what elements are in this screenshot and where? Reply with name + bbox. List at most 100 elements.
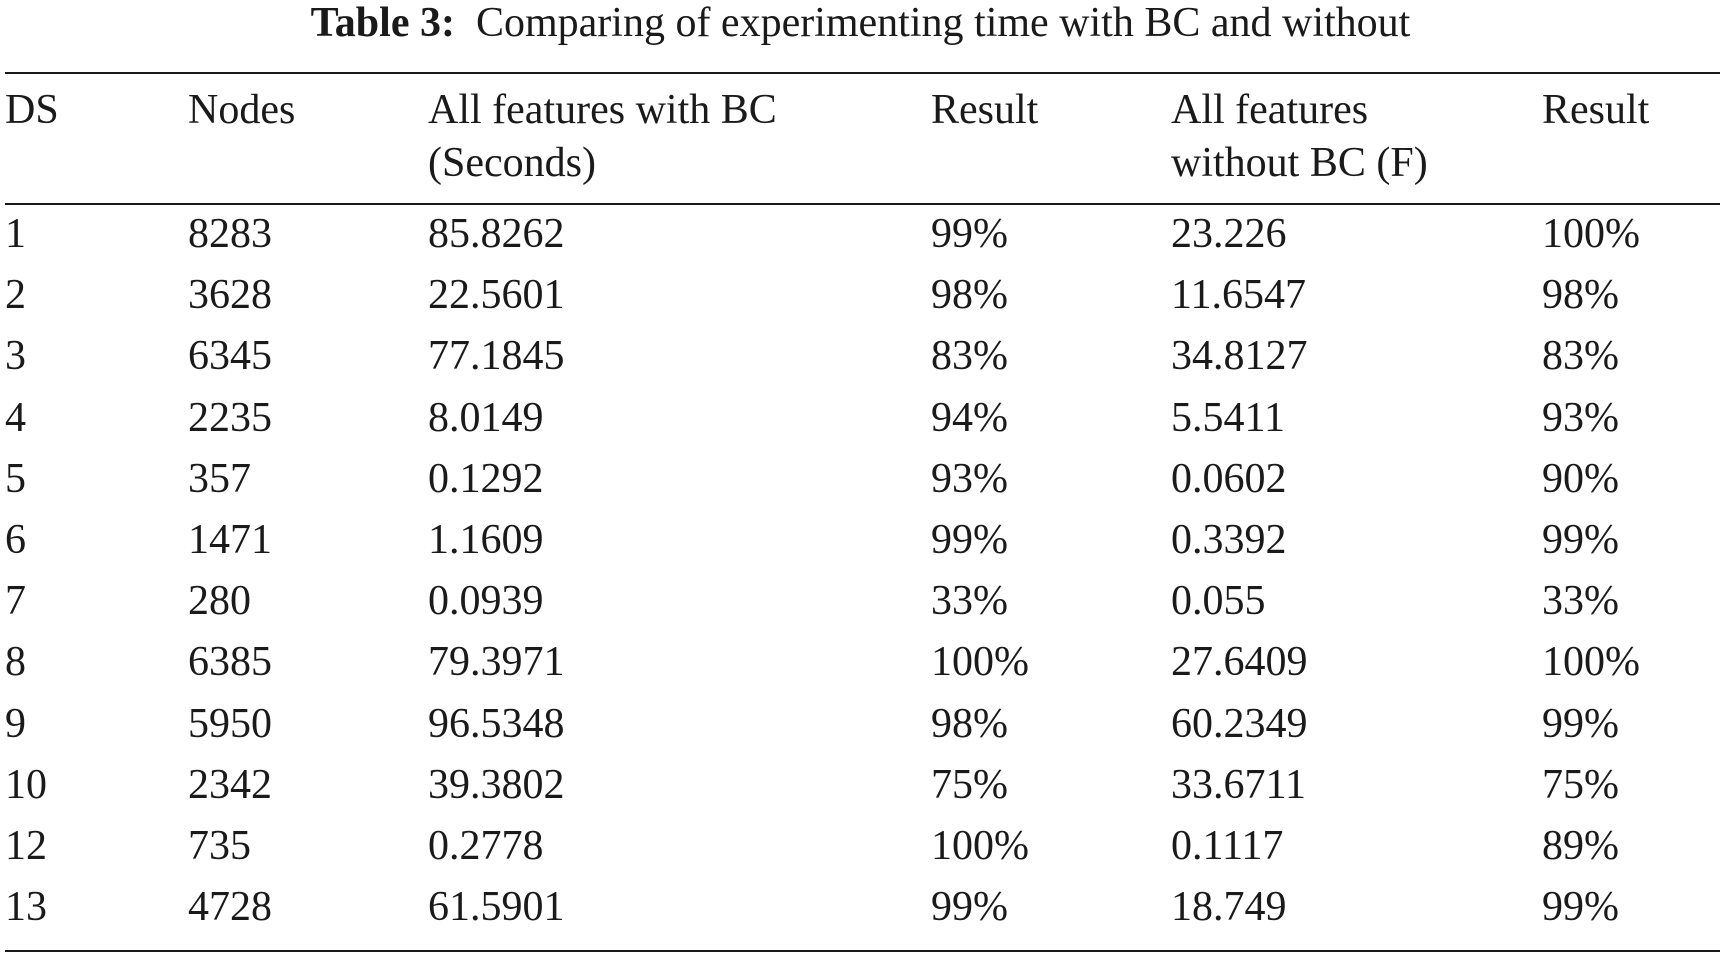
cell-ds: 6 (5, 517, 26, 564)
cell-time-without-bc: 11.6547 (1171, 272, 1306, 319)
cell-ds: 10 (5, 761, 47, 808)
cell-result-without-bc: 83% (1542, 333, 1619, 380)
cell-nodes: 8283 (188, 211, 272, 257)
cell-ds: 12 (5, 823, 47, 870)
table-top-rule (5, 72, 1720, 74)
cell-result-without-bc: 90% (1542, 455, 1619, 502)
cell-time-without-bc: 23.226 (1171, 211, 1287, 257)
table-row: 3 6345 77.1845 83% 34.8127 83% (5, 326, 1720, 387)
cell-result-without-bc: 93% (1542, 394, 1619, 441)
column-header-line: DS (5, 87, 59, 133)
column-header-line: Result (1542, 87, 1650, 133)
cell-time-without-bc: 0.3392 (1171, 517, 1287, 564)
cell-result-with-bc: 100% (931, 823, 1029, 870)
column-header-ds: DS (5, 74, 188, 203)
cell-time-with-bc: 0.2778 (428, 823, 544, 870)
column-header-line: All features with BC (428, 87, 777, 133)
cell-result-with-bc: 33% (931, 578, 1008, 625)
cell-time-without-bc: 27.6409 (1171, 639, 1308, 686)
cell-time-without-bc: 34.8127 (1171, 333, 1308, 380)
table-row: 4 2235 8.0149 94% 5.5411 93% (5, 388, 1720, 449)
cell-nodes: 6385 (188, 639, 272, 686)
cell-result-without-bc: 99% (1542, 884, 1619, 931)
table-header-rule (5, 203, 1720, 205)
column-header-without-bc: All features without BC (F) (1171, 74, 1542, 203)
cell-result-with-bc: 98% (931, 272, 1008, 319)
column-header-result-with-bc: Result (931, 74, 1171, 203)
cell-time-without-bc: 33.6711 (1171, 761, 1306, 808)
cell-time-without-bc: 0.0602 (1171, 455, 1287, 502)
cell-time-with-bc: 22.5601 (428, 272, 565, 319)
cell-result-without-bc: 75% (1542, 761, 1619, 808)
cell-ds: 2 (5, 272, 26, 319)
cell-time-with-bc: 1.1609 (428, 517, 544, 564)
cell-result-with-bc: 75% (931, 761, 1008, 808)
cell-result-with-bc: 99% (931, 884, 1008, 931)
cell-nodes: 5950 (188, 700, 272, 747)
cell-time-with-bc: 8.0149 (428, 394, 544, 441)
cell-time-with-bc: 0.0939 (428, 578, 544, 625)
cell-ds: 4 (5, 394, 26, 441)
results-table: DS Nodes All features with BC (Seconds) R… (5, 74, 1720, 938)
cell-nodes: 735 (188, 823, 251, 870)
table-row: 7 280 0.0939 33% 0.055 33% (5, 571, 1720, 632)
header-row: DS Nodes All features with BC (Seconds) R… (5, 74, 1720, 203)
table-row: 13 4728 61.5901 99% 18.749 99% (5, 877, 1720, 938)
cell-result-with-bc: 98% (931, 700, 1008, 747)
table-body: 1 8283 85.8262 99% 23.226 100% 2 3628 22… (5, 203, 1720, 938)
cell-time-with-bc: 79.3971 (428, 639, 565, 686)
column-header-line: without BC (F) (1171, 140, 1428, 186)
cell-time-with-bc: 85.8262 (428, 211, 565, 257)
cell-ds: 5 (5, 455, 26, 502)
cell-ds: 7 (5, 578, 26, 625)
column-header-with-bc: All features with BC (Seconds) (428, 74, 931, 203)
cell-result-without-bc: 33% (1542, 578, 1619, 625)
column-header-line: (Seconds) (428, 140, 596, 186)
cell-nodes: 1471 (188, 517, 272, 564)
table-row: 12 735 0.2778 100% 0.1117 89% (5, 816, 1720, 877)
table-caption-label: Table 3: (310, 0, 455, 46)
table-row: 1 8283 85.8262 99% 23.226 100% (5, 203, 1720, 265)
cell-ds: 8 (5, 639, 26, 686)
cell-result-without-bc: 99% (1542, 517, 1619, 564)
table-bottom-rule (5, 950, 1720, 952)
cell-result-with-bc: 83% (931, 333, 1008, 380)
cell-nodes: 2235 (188, 394, 272, 441)
cell-result-without-bc: 99% (1542, 700, 1619, 747)
cell-time-with-bc: 77.1845 (428, 333, 565, 380)
cell-nodes: 6345 (188, 333, 272, 380)
table-row: 6 1471 1.1609 99% 0.3392 99% (5, 510, 1720, 571)
table-row: 2 3628 22.5601 98% 11.6547 98% (5, 265, 1720, 326)
cell-ds: 13 (5, 884, 47, 931)
cell-time-without-bc: 60.2349 (1171, 700, 1308, 747)
column-header-nodes: Nodes (188, 74, 428, 203)
cell-result-with-bc: 100% (931, 639, 1029, 686)
cell-nodes: 357 (188, 455, 251, 502)
cell-time-without-bc: 0.055 (1171, 578, 1266, 625)
cell-result-without-bc: 89% (1542, 823, 1619, 870)
cell-nodes: 2342 (188, 761, 272, 808)
cell-ds: 1 (5, 211, 26, 257)
column-header-line: All features (1171, 87, 1369, 133)
table-row: 5 357 0.1292 93% 0.0602 90% (5, 449, 1720, 510)
cell-result-without-bc: 100% (1542, 211, 1640, 257)
cell-result-without-bc: 100% (1542, 639, 1640, 686)
cell-result-without-bc: 98% (1542, 272, 1619, 319)
cell-result-with-bc: 93% (931, 455, 1008, 502)
cell-nodes: 3628 (188, 272, 272, 319)
cell-nodes: 4728 (188, 884, 272, 931)
column-header-line: Nodes (188, 87, 296, 133)
table-caption: Table 3: Comparing of experimenting time… (0, 0, 1721, 62)
cell-time-with-bc: 0.1292 (428, 455, 544, 502)
table-row: 10 2342 39.3802 75% 33.6711 75% (5, 755, 1720, 816)
column-header-line: Result (931, 87, 1039, 133)
table-caption-text: Comparing of experimenting time with BC … (475, 0, 1411, 46)
cell-result-with-bc: 99% (931, 517, 1008, 564)
cell-time-without-bc: 0.1117 (1171, 823, 1284, 870)
cell-time-with-bc: 96.5348 (428, 700, 565, 747)
table-header: DS Nodes All features with BC (Seconds) R… (5, 74, 1720, 203)
column-header-result-without-bc: Result (1542, 74, 1720, 203)
cell-result-with-bc: 94% (931, 394, 1008, 441)
cell-time-with-bc: 61.5901 (428, 884, 565, 931)
cell-time-without-bc: 5.5411 (1171, 394, 1285, 441)
